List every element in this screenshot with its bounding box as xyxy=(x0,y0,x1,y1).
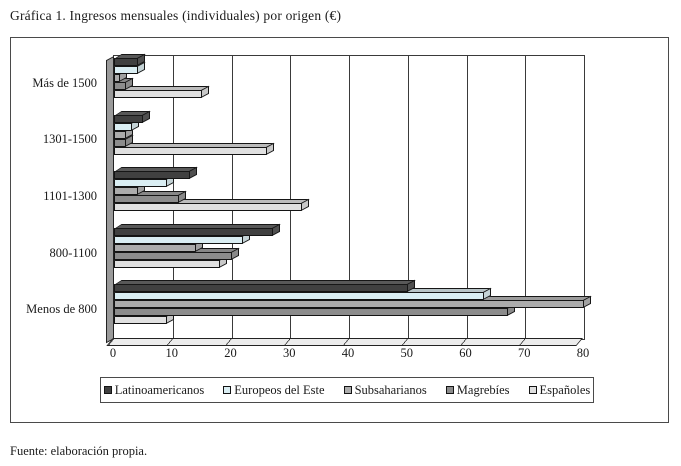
bar xyxy=(114,142,275,155)
x-tick-label: 10 xyxy=(165,346,179,360)
bar xyxy=(114,255,228,268)
y-category-label: Más de 1500 xyxy=(32,75,97,90)
bar xyxy=(114,296,592,309)
bar xyxy=(114,280,416,293)
bar-3d-top xyxy=(114,223,281,229)
bar xyxy=(114,85,210,98)
bar-group xyxy=(114,166,584,226)
bar xyxy=(114,239,204,252)
source-note: Fuente: elaboración propia. xyxy=(10,444,148,458)
gridline xyxy=(407,56,409,339)
x-tick-label: 70 xyxy=(518,346,531,360)
x-tick-label: 0 xyxy=(109,346,117,360)
gridline xyxy=(349,56,350,339)
bar xyxy=(114,126,134,139)
bar-3d-side xyxy=(189,166,198,180)
bar xyxy=(114,198,310,212)
bar xyxy=(114,134,134,147)
y-axis-labels: Más de 1500 1301-1500 1101-1300 800-1100 Men… xyxy=(11,55,107,338)
legend-key xyxy=(223,386,232,394)
x-tick-label: 40 xyxy=(341,346,355,360)
x-axis-labels: 0 10 20 30 40 50 60 70 80 xyxy=(11,346,668,362)
bar-3d-top xyxy=(114,167,199,173)
chart-frame: Más de 1500 1301-1500 1101-1300 800-1100 Men… xyxy=(10,37,669,423)
bar xyxy=(114,231,251,244)
bar xyxy=(114,182,146,196)
y-category-label: 800-1100 xyxy=(49,245,97,260)
legend-key xyxy=(445,386,454,394)
legend-item: Europeos del Este xyxy=(223,382,325,398)
legend-label: Magrebíes xyxy=(456,382,510,397)
bar-group xyxy=(114,110,584,170)
bar xyxy=(114,166,199,180)
bar xyxy=(114,312,175,325)
gridline xyxy=(525,56,527,339)
x-tick-label: 60 xyxy=(459,346,472,360)
bar xyxy=(114,223,281,236)
bar-3d-side xyxy=(583,296,591,309)
legend-label: Europeos del Este xyxy=(234,382,325,397)
plot-area xyxy=(106,53,592,344)
bar xyxy=(114,77,134,90)
x-tick-label: 30 xyxy=(283,346,296,360)
bar xyxy=(114,110,152,123)
legend-key xyxy=(343,386,352,394)
bar xyxy=(114,69,128,82)
x-tick-label: 50 xyxy=(400,346,414,360)
y-category-label: 1101-1300 xyxy=(43,188,97,203)
bar xyxy=(114,118,140,131)
gridline xyxy=(466,56,468,339)
legend-item: Españoles xyxy=(528,382,591,398)
gridline xyxy=(290,56,292,339)
bar-group xyxy=(114,280,592,339)
legend-key xyxy=(103,386,112,394)
bar xyxy=(114,53,146,66)
legend-item: Latinoamericanos xyxy=(103,382,205,398)
chart-title: Gráfica 1. Ingresos mensuales (individua… xyxy=(10,8,342,23)
legend-item: Subsaharianos xyxy=(343,382,427,398)
bar xyxy=(114,304,516,317)
legend: Latinoamericanos Europeos del Este Subsaha… xyxy=(100,377,594,403)
x-axis-floor xyxy=(106,338,583,346)
bar xyxy=(114,288,492,301)
bar-3d-top xyxy=(114,142,275,148)
bar xyxy=(114,61,146,74)
bar-group xyxy=(114,223,584,283)
legend-label: Latinoamericanos xyxy=(114,382,205,397)
bar xyxy=(114,174,175,188)
x-tick-label: 20 xyxy=(224,346,237,360)
y-category-label: 1301-1500 xyxy=(42,132,97,147)
y-category-label: Menos de 800 xyxy=(26,302,97,317)
x-tick-label: 80 xyxy=(576,346,590,360)
bar-3d-top xyxy=(114,280,416,286)
legend-item: Magrebíes xyxy=(445,382,510,398)
legend-label: Subsaharianos xyxy=(354,382,427,397)
bar-group xyxy=(114,53,584,113)
legend-label: Españoles xyxy=(539,382,591,397)
legend-key xyxy=(528,386,537,394)
bar xyxy=(114,190,187,204)
gridline xyxy=(231,56,233,339)
bar xyxy=(114,247,240,260)
